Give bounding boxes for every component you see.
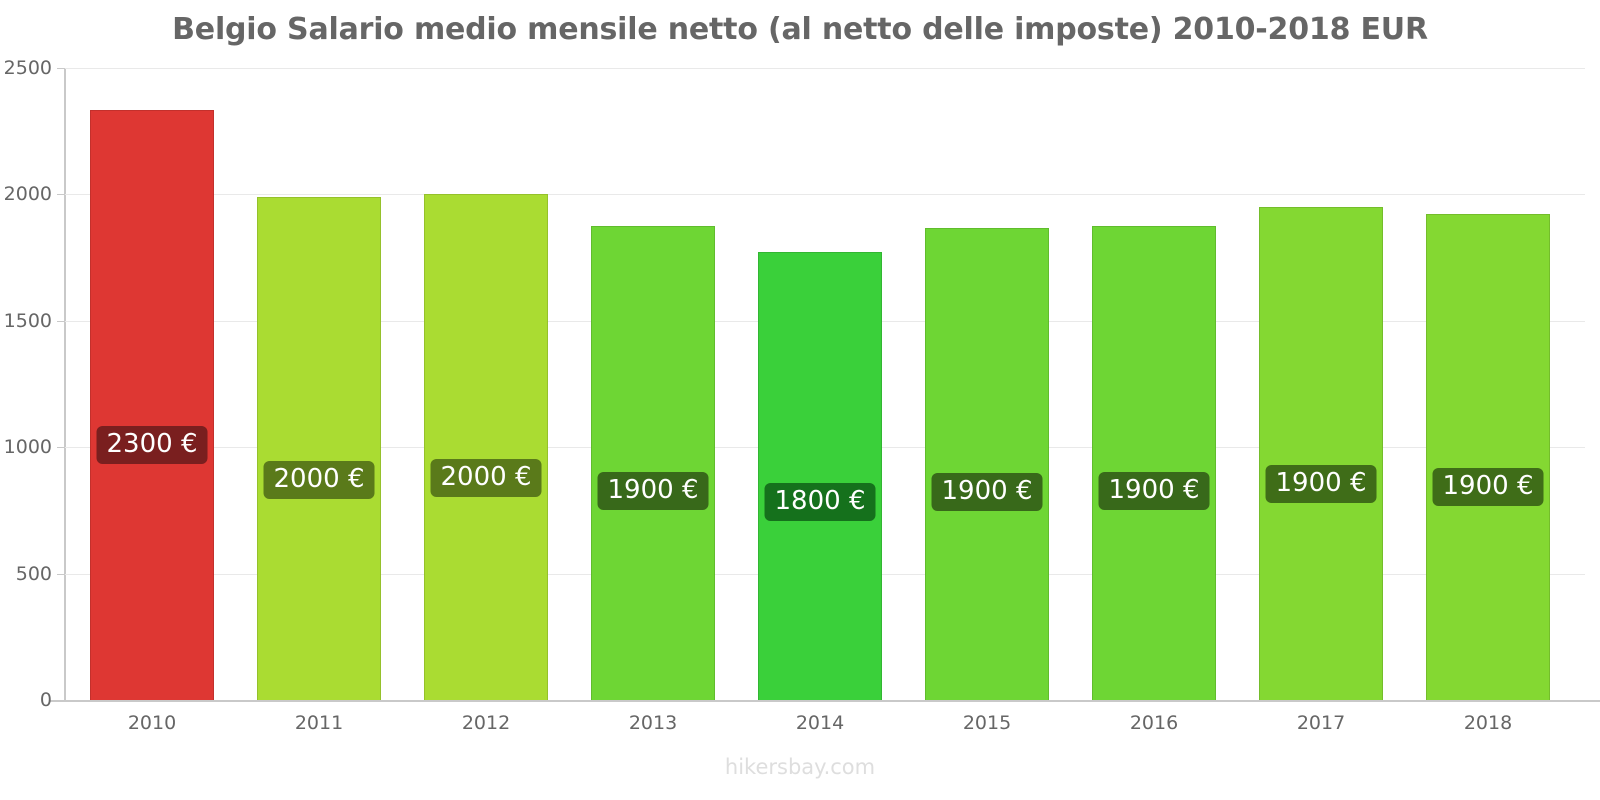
- bar[interactable]: 1900 €: [1259, 207, 1383, 700]
- y-axis-tick-mark: [57, 700, 65, 701]
- y-axis-tick-label: 1500: [3, 309, 52, 332]
- bar-value-label: 1800 €: [764, 483, 876, 521]
- y-axis-tick-mark: [57, 447, 65, 449]
- y-axis-tick-label: 1000: [3, 436, 52, 459]
- gridline: [65, 194, 1585, 196]
- x-axis-line: [50, 700, 1600, 702]
- bar-value-label: 2300 €: [96, 426, 208, 464]
- footer-watermark: hikersbay.com: [724, 755, 876, 779]
- bar-value-label: 2000 €: [263, 461, 375, 499]
- y-axis-tick-label: 0: [39, 689, 52, 711]
- bar[interactable]: 1900 €: [1092, 225, 1216, 700]
- bar[interactable]: 2000 €: [424, 193, 548, 700]
- y-axis-tick-label: 500: [15, 562, 52, 585]
- bar[interactable]: 1900 €: [1426, 213, 1550, 700]
- y-axis-tick-mark: [57, 194, 65, 196]
- bar-value-label: 1900 €: [1432, 468, 1544, 506]
- chart-title: Belgio Salario medio mensile netto (al n…: [172, 12, 1428, 47]
- gridline: [65, 68, 1585, 69]
- x-axis-tick-label: 2014: [795, 712, 845, 734]
- bar-value-label: 1900 €: [931, 473, 1043, 511]
- bar-value-label: 2000 €: [430, 459, 542, 497]
- y-axis-tick-label: 2500: [3, 57, 52, 79]
- bar[interactable]: 1800 €: [758, 252, 882, 700]
- y-axis-line: [64, 68, 66, 702]
- y-axis-tick-mark: [57, 320, 65, 322]
- bar-value-label: 1900 €: [1098, 472, 1210, 510]
- x-axis-tick-label: 2015: [962, 712, 1012, 734]
- x-axis-tick-label: 2013: [628, 712, 678, 734]
- x-axis-tick-label: 2016: [1129, 712, 1179, 734]
- y-axis-tick-label: 2000: [3, 183, 52, 206]
- bar[interactable]: 1900 €: [591, 225, 715, 700]
- plot-area: 2300 € 2000 € 2000 € 1900 € 1800 € 1900 € 1900…: [65, 68, 1585, 700]
- x-axis-tick-label: 2010: [127, 712, 177, 734]
- x-axis-tick-label: 2017: [1296, 712, 1346, 734]
- x-axis-tick-label: 2011: [294, 712, 344, 734]
- x-axis-tick-label: 2012: [461, 712, 511, 734]
- y-axis-tick-mark: [57, 573, 65, 575]
- bar-value-label: 1900 €: [1265, 465, 1377, 503]
- x-axis-tick-label: 2018: [1463, 712, 1513, 734]
- bar[interactable]: 1900 €: [925, 227, 1049, 700]
- y-axis-tick-mark: [57, 68, 65, 69]
- bar[interactable]: 2000 €: [257, 196, 381, 700]
- bar[interactable]: 2300 €: [90, 110, 214, 700]
- bar-value-label: 1900 €: [597, 472, 709, 510]
